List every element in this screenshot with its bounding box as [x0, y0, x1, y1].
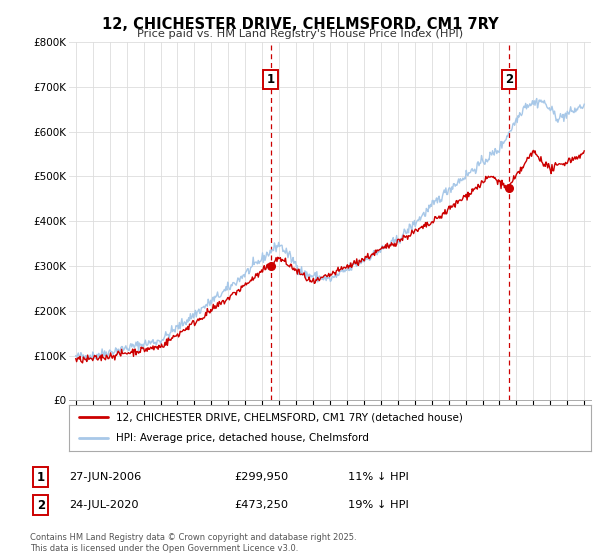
Text: 2: 2	[37, 498, 45, 512]
Text: 11% ↓ HPI: 11% ↓ HPI	[348, 472, 409, 482]
Text: 24-JUL-2020: 24-JUL-2020	[69, 500, 139, 510]
Text: 12, CHICHESTER DRIVE, CHELMSFORD, CM1 7RY (detached house): 12, CHICHESTER DRIVE, CHELMSFORD, CM1 7R…	[116, 412, 463, 422]
Text: Contains HM Land Registry data © Crown copyright and database right 2025.
This d: Contains HM Land Registry data © Crown c…	[30, 533, 356, 553]
Text: 12, CHICHESTER DRIVE, CHELMSFORD, CM1 7RY: 12, CHICHESTER DRIVE, CHELMSFORD, CM1 7R…	[101, 17, 499, 32]
Text: 2: 2	[505, 73, 513, 86]
Text: £299,950: £299,950	[234, 472, 288, 482]
Text: Price paid vs. HM Land Registry's House Price Index (HPI): Price paid vs. HM Land Registry's House …	[137, 29, 463, 39]
Text: £473,250: £473,250	[234, 500, 288, 510]
Text: HPI: Average price, detached house, Chelmsford: HPI: Average price, detached house, Chel…	[116, 433, 369, 444]
Text: 19% ↓ HPI: 19% ↓ HPI	[348, 500, 409, 510]
Text: 27-JUN-2006: 27-JUN-2006	[69, 472, 141, 482]
Text: 1: 1	[266, 73, 275, 86]
Text: 1: 1	[37, 470, 45, 484]
